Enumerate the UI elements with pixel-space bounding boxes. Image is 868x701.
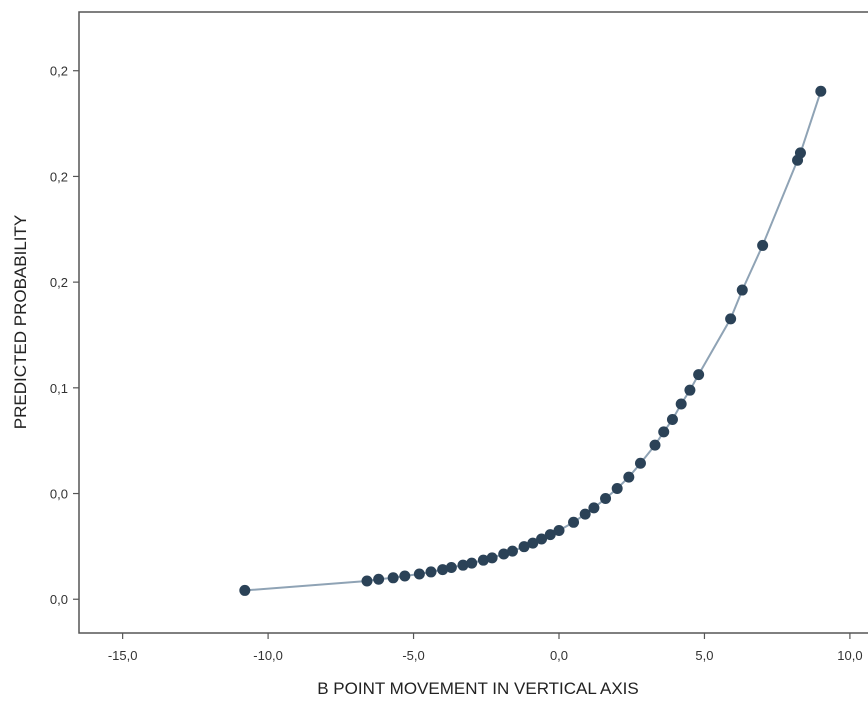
data-point	[399, 570, 411, 582]
data-point	[361, 575, 373, 587]
data-point	[445, 562, 457, 574]
data-point	[623, 471, 635, 483]
x-axis-title: B POINT MOVEMENT IN VERTICAL AXIS	[317, 679, 639, 698]
data-point	[568, 516, 580, 528]
x-tick-label: 5,0	[695, 648, 713, 663]
y-tick-label: 0,0	[50, 592, 68, 607]
data-point	[736, 284, 748, 296]
data-point	[666, 414, 678, 426]
data-point	[757, 239, 769, 251]
data-point	[477, 554, 489, 566]
data-point	[387, 572, 399, 584]
x-tick-label: -5,0	[402, 648, 424, 663]
data-point	[536, 533, 548, 545]
y-tick-label: 0,2	[50, 64, 68, 79]
x-tick-label: 0,0	[550, 648, 568, 663]
data-point	[649, 439, 661, 451]
data-point	[373, 573, 385, 585]
data-point	[600, 493, 612, 505]
data-point	[684, 384, 696, 396]
data-point	[611, 483, 623, 495]
data-point	[815, 85, 827, 97]
data-point	[675, 398, 687, 410]
data-point	[553, 525, 565, 537]
y-tick-label: 0,2	[50, 275, 68, 290]
data-point	[527, 537, 539, 549]
data-point	[518, 541, 530, 553]
data-points	[239, 85, 827, 596]
plot-area-frame	[78, 11, 868, 634]
y-axis-ticks: 0,0 0,0 0,1 0,2 0,2 0,2	[50, 64, 79, 607]
y-axis-title: PREDICTED PROBABILITY	[11, 215, 30, 429]
x-axis-ticks: -15,0 -10,0 -5,0 0,0 5,0 10,0	[108, 633, 863, 663]
data-point	[794, 147, 806, 159]
data-point	[725, 313, 737, 325]
y-tick-label: 0,0	[50, 487, 68, 502]
data-point	[413, 568, 425, 580]
data-point	[486, 552, 498, 564]
data-point	[588, 502, 600, 514]
y-tick-label: 0,2	[50, 169, 68, 184]
data-point	[437, 564, 449, 576]
data-point	[498, 548, 510, 560]
data-point	[693, 369, 705, 381]
data-point	[425, 566, 437, 578]
x-tick-label: 10,0	[837, 648, 862, 663]
data-point	[579, 508, 591, 520]
data-point	[239, 584, 251, 596]
data-point	[457, 559, 469, 571]
data-point	[658, 426, 670, 438]
data-point	[634, 457, 646, 469]
y-tick-label: 0,1	[50, 381, 68, 396]
x-tick-label: -15,0	[108, 648, 138, 663]
data-point	[544, 529, 556, 541]
data-point	[506, 545, 518, 557]
x-tick-label: -10,0	[253, 648, 283, 663]
data-point	[466, 557, 478, 569]
